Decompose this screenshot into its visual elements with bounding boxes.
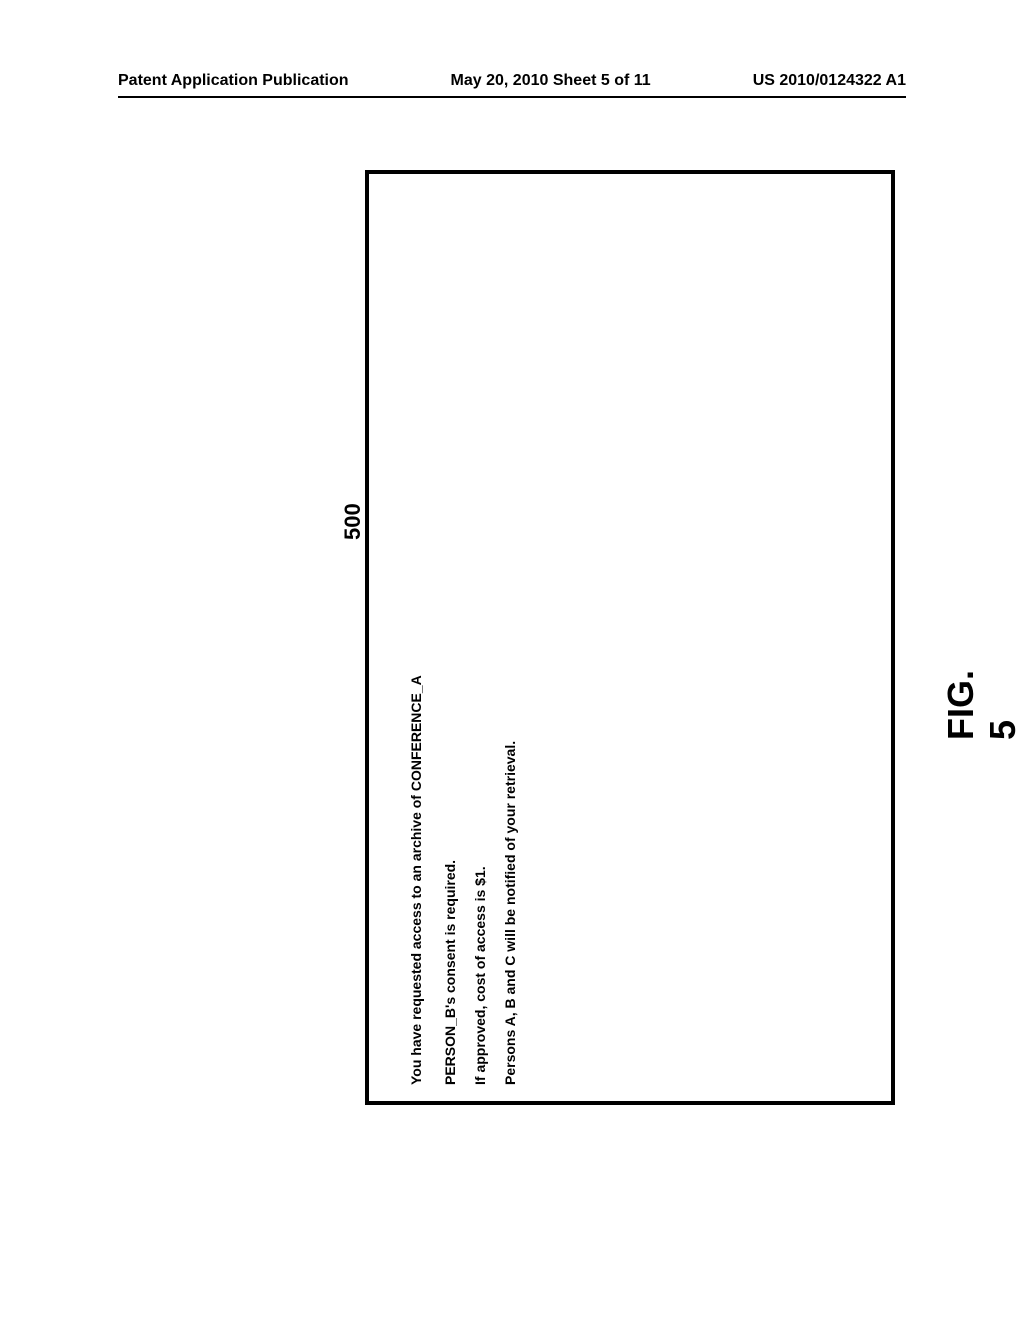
figure-label: FIG. 5 <box>940 670 1024 740</box>
header-left: Patent Application Publication <box>118 72 349 90</box>
header-rule <box>118 96 906 98</box>
figure-area: 500 You have requested access to an arch… <box>140 170 700 1120</box>
page-header: Patent Application Publication May 20, 2… <box>0 72 1024 90</box>
header-right: US 2010/0124322 A1 <box>753 72 906 90</box>
dialog-line-2: PERSON_B's consent is required. <box>442 860 458 1085</box>
header-center: May 20, 2010 Sheet 5 of 11 <box>451 72 651 90</box>
dialog-line-1: You have requested access to an archive … <box>408 675 424 1085</box>
figure-reference-number: 500 <box>340 503 366 540</box>
dialog-line-3: If approved, cost of access is $1. <box>472 866 488 1085</box>
dialog-line-4: Persons A, B and C will be notified of y… <box>502 741 518 1085</box>
